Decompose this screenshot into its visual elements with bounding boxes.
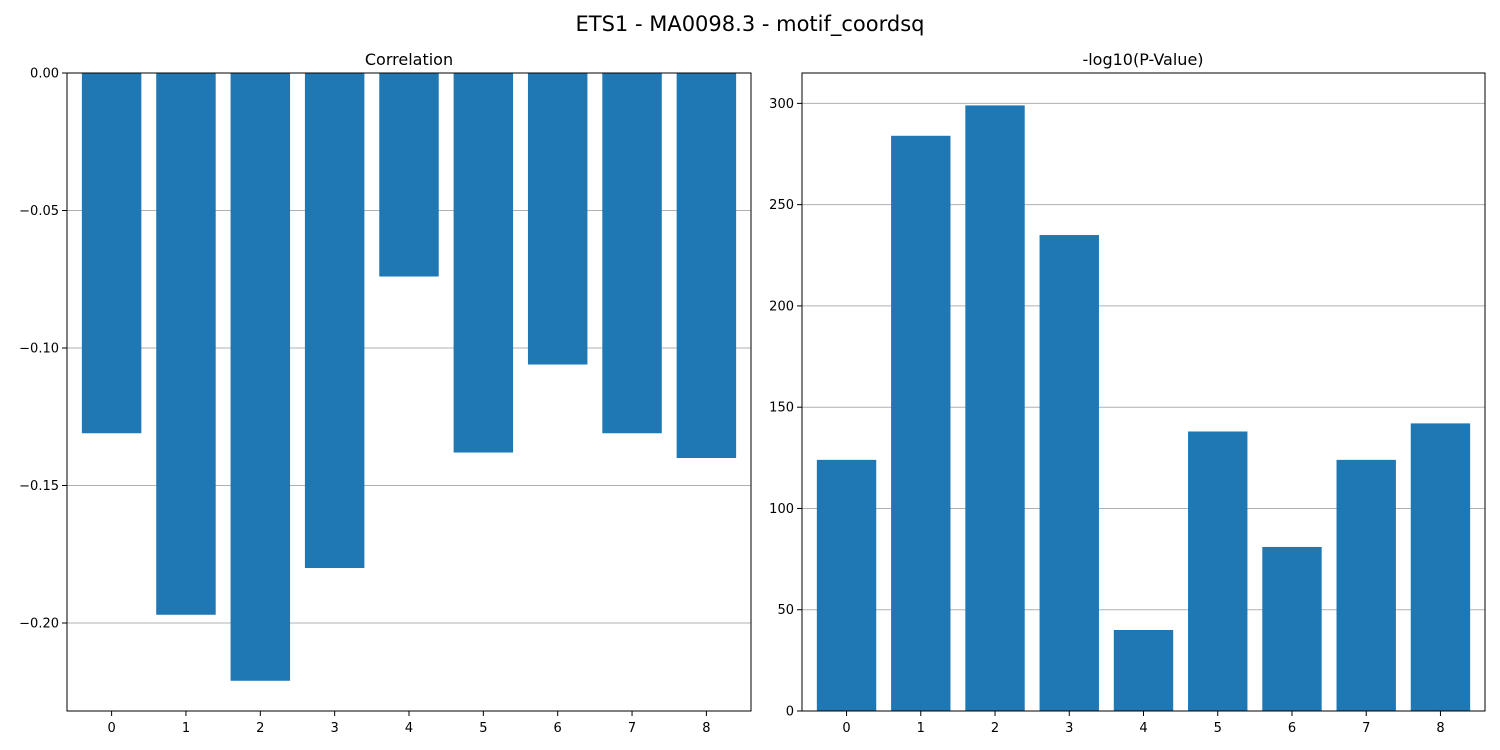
- correlation-ytick-label: 0.00: [30, 67, 59, 82]
- correlation-xtick-label: 3: [331, 721, 339, 736]
- pvalue-bar-4: [1113, 629, 1174, 711]
- pvalue-ytick-label: 50: [777, 603, 794, 618]
- pvalue-ytick-label: 250: [769, 198, 794, 213]
- correlation-bar-6: [527, 73, 588, 365]
- correlation-xtick-label: 7: [628, 721, 636, 736]
- pvalue-xtick-label: 2: [991, 721, 999, 736]
- pvalue-bar-0: [816, 459, 877, 711]
- pvalue-ytick-label: 0: [786, 705, 794, 720]
- pvalue-bar-1: [891, 135, 951, 712]
- correlation-xtick-label: 6: [554, 721, 562, 736]
- correlation-xtick-label: 5: [479, 721, 487, 736]
- pvalue-ytick-label: 300: [769, 97, 794, 112]
- correlation-xtick-label: 8: [702, 721, 710, 736]
- correlation-chart-title: Correlation: [365, 50, 453, 69]
- correlation-ytick-label: −0.05: [19, 204, 59, 219]
- pvalue-xtick-label: 5: [1214, 721, 1222, 736]
- pvalue-ytick-label: 100: [769, 502, 794, 517]
- correlation-xtick-label: 4: [405, 721, 413, 736]
- pvalue-bar-2: [965, 105, 1025, 711]
- pvalue-ytick-label: 200: [769, 299, 794, 314]
- correlation-bar-1: [156, 73, 216, 615]
- pvalue-xtick-label: 6: [1288, 721, 1296, 736]
- pvalue-chart: -log10(P-Value) 0 50 100 150 200 250 300 0 1 2 3 4 5…: [769, 50, 1486, 736]
- correlation-xtick-label: 0: [107, 721, 115, 736]
- correlation-ytick-label: −0.10: [19, 342, 59, 357]
- pvalue-xtick-label: 8: [1436, 721, 1444, 736]
- pvalue-bar-8: [1410, 423, 1471, 711]
- correlation-bar-8: [676, 73, 737, 458]
- correlation-bar-0: [81, 73, 142, 434]
- correlation-chart: Correlation 0.00 −0.05 −0.10 −0.15 −0.20 0 1 2 3…: [19, 50, 752, 736]
- correlation-bar-2: [230, 73, 291, 681]
- correlation-ytick-label: −0.15: [19, 479, 59, 494]
- correlation-bar-4: [379, 73, 439, 277]
- pvalue-xtick-label: 3: [1065, 721, 1073, 736]
- correlation-bar-3: [304, 73, 365, 568]
- correlation-ytick-label: −0.20: [19, 617, 59, 632]
- pvalue-ytick-label: 150: [769, 401, 794, 416]
- pvalue-xtick-label: 4: [1139, 721, 1147, 736]
- pvalue-chart-title: -log10(P-Value): [1082, 50, 1203, 69]
- correlation-xtick-label: 2: [256, 721, 264, 736]
- pvalue-xtick-label: 0: [842, 721, 850, 736]
- pvalue-bar-7: [1336, 459, 1396, 711]
- pvalue-bar-3: [1039, 235, 1099, 712]
- pvalue-bar-5: [1188, 431, 1248, 711]
- pvalue-xtick-label: 7: [1362, 721, 1370, 736]
- correlation-bar-7: [602, 73, 662, 434]
- pvalue-xtick-label: 1: [917, 721, 925, 736]
- correlation-bar-5: [453, 73, 514, 453]
- figure-title: ETS1 - MA0098.3 - motif_coordsq: [576, 12, 925, 37]
- correlation-xtick-label: 1: [182, 721, 190, 736]
- pvalue-bar-6: [1262, 546, 1322, 711]
